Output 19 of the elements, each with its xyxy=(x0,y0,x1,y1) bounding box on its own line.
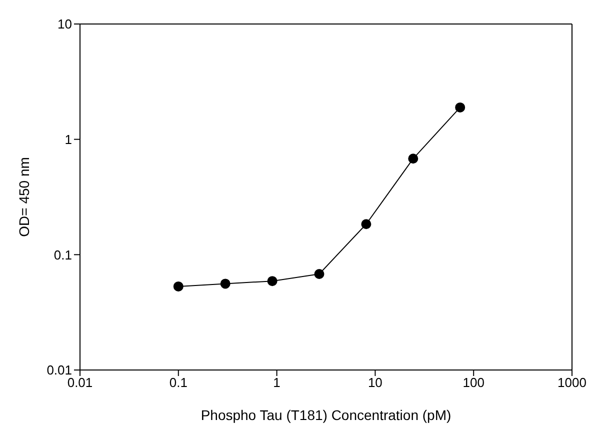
x-axis-title: Phospho Tau (T181) Concentration (pM) xyxy=(200,407,452,423)
point xyxy=(408,154,418,164)
x-tick-label: 0.01 xyxy=(67,375,93,390)
point xyxy=(220,278,230,289)
y-axis-title: OD= 450 nm xyxy=(16,157,32,237)
point xyxy=(173,281,184,292)
point xyxy=(267,276,278,286)
x-tick-label: 1 xyxy=(273,375,280,390)
point xyxy=(361,219,372,230)
x-tick-label: 10 xyxy=(368,375,382,390)
point xyxy=(455,102,466,112)
point xyxy=(314,268,324,279)
x-tick-label: 100 xyxy=(462,375,484,390)
x-tick-label: 0.1 xyxy=(169,375,188,390)
y-tick-label: 10 xyxy=(58,16,72,32)
y-tick-label: 1 xyxy=(64,132,72,147)
y-tick-label: 0.1 xyxy=(54,247,72,262)
x-tick-label: 1000 xyxy=(558,375,586,390)
y-tick-label: 0.01 xyxy=(46,362,72,378)
